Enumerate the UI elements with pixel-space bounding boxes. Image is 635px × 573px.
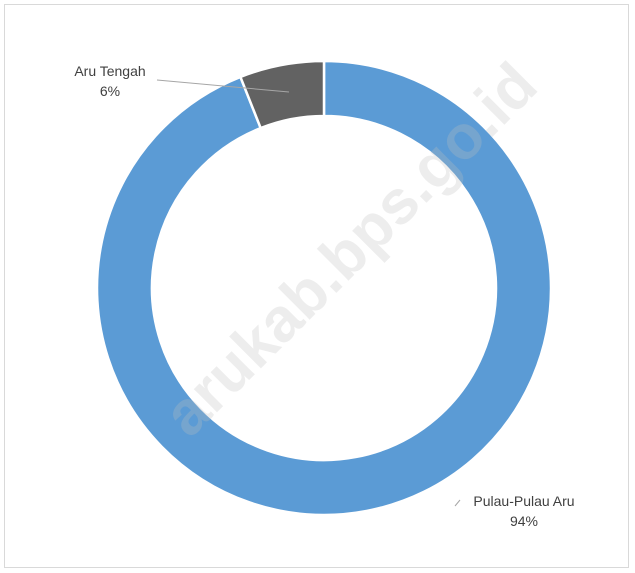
slices-group	[95, 59, 553, 517]
data-labels-group: Pulau-Pulau Aru 94% Aru Tengah 6%	[74, 63, 574, 529]
leader-lines-group	[156, 79, 461, 507]
data-label-percent: 6%	[100, 83, 120, 99]
data-label-category: Aru Tengah	[74, 63, 145, 79]
data-label-category: Pulau-Pulau Aru	[473, 493, 574, 509]
leader-line	[156, 79, 290, 93]
slice-aru-tengah	[238, 59, 326, 130]
leader-line	[454, 499, 461, 507]
slice-pulau-pulau-aru	[95, 59, 553, 517]
data-label-percent: 94%	[510, 513, 538, 529]
